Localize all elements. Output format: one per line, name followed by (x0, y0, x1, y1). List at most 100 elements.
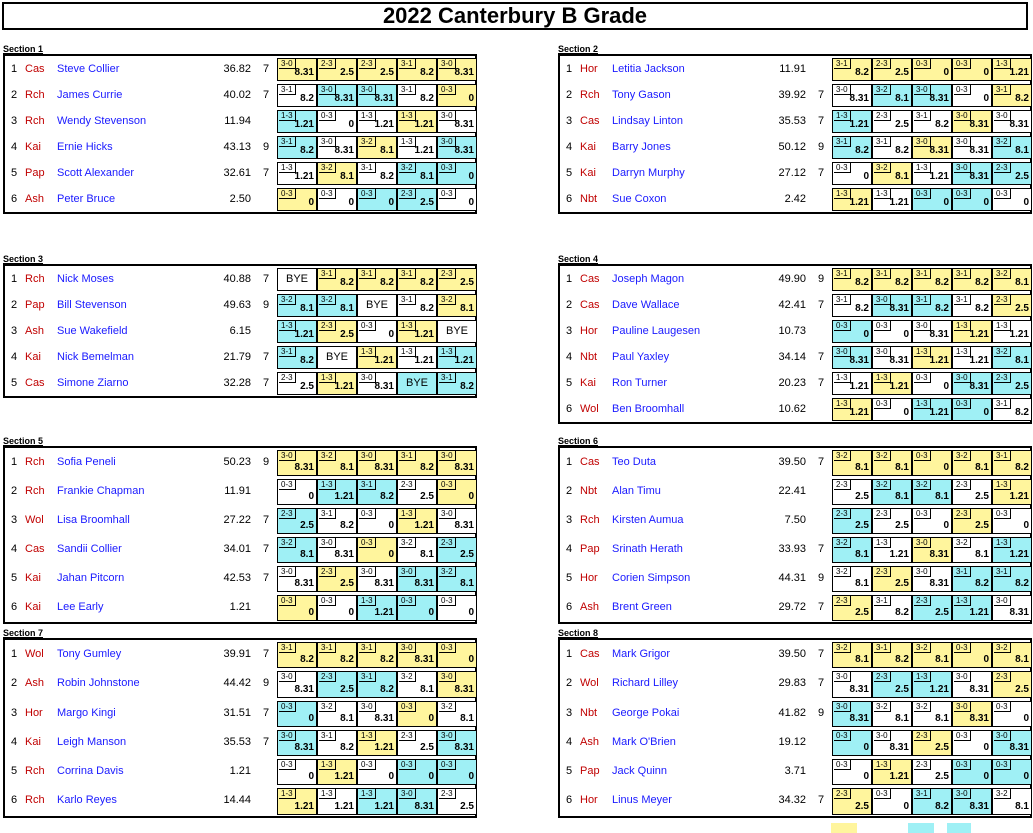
result-cell: 3-0 8.31 (832, 700, 872, 727)
results-grid: 3-1 8.2 3-1 8.2 3-1 8.2 3-1 8.2 3-2 8.1 (832, 266, 1032, 292)
result-cell: 3-1 8.2 (992, 450, 1032, 476)
match-points: 8.31 (849, 355, 869, 366)
result-cell: 3-0 8.31 (952, 136, 992, 159)
player-position: 2 (11, 299, 18, 311)
player-average: 44.42 (223, 677, 251, 690)
match-score: 3-2 (359, 137, 376, 147)
result-cell: 3-0 8.31 (277, 671, 317, 698)
result-cell: 1-3 1.21 (317, 759, 357, 786)
match-points: 8.1 (895, 171, 909, 182)
match-points: 8.1 (895, 93, 909, 104)
club-code: Cas (580, 273, 600, 285)
match-score: 1-3 (319, 760, 336, 771)
result-cell: 3-2 8.1 (952, 537, 992, 563)
match-points: 1.21 (929, 171, 949, 182)
results-grid: 2-3 2.5 3-2 8.1 3-2 8.1 2-3 2.5 1-3 1.21 (832, 477, 1032, 506)
result-cell: 2-3 2.5 (872, 110, 912, 133)
result-cell: 3-1 8.2 (952, 566, 992, 592)
match-points: 8.31 (929, 145, 949, 156)
result-cell: 3-1 8.2 (357, 162, 397, 185)
match-points: 0 (983, 67, 989, 78)
player-position: 2 (11, 677, 18, 690)
player-name: Steve Collier (57, 63, 120, 75)
match-points: 8.31 (849, 93, 869, 104)
player-name: Tony Gason (612, 89, 671, 101)
match-score: 3-0 (954, 701, 971, 712)
result-cell: 2-3 2.5 (832, 508, 872, 534)
player-name: Jack Quinn (612, 765, 668, 778)
player-position: 1 (566, 273, 573, 285)
match-points: 8.1 (300, 549, 314, 560)
match-points: 0 (308, 491, 314, 502)
player-position: 4 (566, 141, 573, 153)
player-wins: 7 (262, 351, 270, 363)
match-score: 3-2 (279, 295, 296, 305)
match-score: 0-3 (279, 701, 296, 712)
result-cell: 3-2 8.1 (872, 700, 912, 727)
results-grid: 1-3 1.21 1-3 1.21 0-3 0 3-0 8.31 2-3 2.5 (832, 370, 1032, 396)
results-grid: 2-3 2.5 1-3 1.21 3-0 8.31 BYE 3-1 8.2 (277, 370, 477, 396)
match-points: 8.31 (929, 329, 949, 340)
match-score: 0-3 (319, 189, 336, 199)
match-score: 3-0 (319, 85, 336, 95)
match-score: 0-3 (399, 701, 416, 712)
result-cell: 3-2 8.1 (437, 566, 477, 592)
match-points: 8.31 (374, 381, 394, 392)
result-cell: 0-3 0 (437, 84, 477, 107)
match-points: 2.5 (340, 329, 354, 340)
player-row: 2 Wol Richard Lilley 29.83 7 3-0 8.31 2-3 2.5 1-3… (560, 669, 1032, 698)
result-cell: 3-1 8.2 (397, 268, 437, 291)
match-score: 0-3 (279, 596, 296, 606)
result-cell: 1-3 1.21 (397, 110, 437, 133)
result-cell: 3-2 8.1 (397, 671, 437, 698)
result-cell: 3-2 8.1 (992, 136, 1032, 159)
player-position: 3 (11, 115, 18, 127)
match-score: 3-2 (874, 451, 891, 461)
match-score: 3-1 (994, 399, 1011, 409)
match-score: 0-3 (954, 189, 971, 199)
results-grid: 1-3 1.21 1-3 1.21 1-3 1.21 3-0 8.31 2-3 2.5 (277, 786, 477, 815)
match-score: 0-3 (994, 189, 1011, 199)
results-grid: 3-1 8.2 3-0 8.31 3-1 8.2 3-1 8.2 2-3 2.5 (832, 292, 1032, 318)
match-points: 1.21 (334, 491, 354, 502)
player-row: 2 Cas Dave Wallace 42.41 7 3-1 8.2 3-0 8.31 3-1 8.… (560, 292, 1032, 318)
match-points: 8.2 (855, 145, 869, 156)
match-points: 2.5 (300, 381, 314, 392)
result-cell: 3-0 8.31 (317, 136, 357, 159)
player-average: 36.82 (223, 63, 251, 75)
match-points: 2.5 (935, 742, 949, 754)
player-row: 1 Cas Steve Collier 36.82 7 3-0 8.31 2-3 2.5 2-3 2… (5, 56, 477, 82)
result-cell: 0-3 0 (357, 188, 397, 211)
result-cell: 2-3 2.5 (872, 508, 912, 534)
result-cell: 1-3 1.21 (832, 110, 872, 133)
result-cell: 3-0 8.31 (872, 346, 912, 369)
result-cell: 0-3 0 (832, 162, 872, 185)
match-score: 3-0 (359, 567, 376, 577)
club-code: Nbt (580, 351, 598, 363)
match-score: 3-0 (954, 163, 971, 173)
section-label: Section 8 (558, 628, 599, 638)
player-row: 1 Rch Sofia Peneli 50.23 9 3-0 8.31 3-2 8.1 3-0 8.… (5, 448, 477, 477)
match-score: 3-2 (994, 347, 1011, 357)
match-score: 3-1 (279, 643, 296, 653)
result-cell: 3-2 8.1 (872, 84, 912, 107)
player-average: 34.14 (778, 351, 806, 363)
player-name: Sue Wakefield (57, 325, 128, 337)
match-points: 8.2 (300, 654, 314, 666)
match-score: 3-0 (279, 451, 296, 461)
player-average: 32.28 (223, 377, 251, 389)
match-points: 8.31 (889, 742, 909, 754)
player-average: 27.22 (223, 514, 251, 526)
player-row: 2 Nbt Alan Timu 22.41 2-3 2.5 3-2 8.1 3-2 8.1 2-3 2… (560, 477, 1032, 506)
player-average: 11.91 (779, 63, 806, 75)
match-score: 2-3 (319, 59, 336, 69)
result-cell: 2-3 2.5 (397, 188, 437, 211)
match-points: 8.1 (895, 491, 909, 502)
result-cell: 2-3 2.5 (952, 508, 992, 534)
match-points: 1.21 (889, 771, 909, 783)
match-points: 0 (428, 607, 434, 618)
match-score: 3-1 (359, 163, 376, 173)
result-cell: 3-2 8.1 (832, 537, 872, 563)
match-points: 8.31 (294, 742, 314, 754)
match-score: 3-2 (994, 643, 1011, 653)
